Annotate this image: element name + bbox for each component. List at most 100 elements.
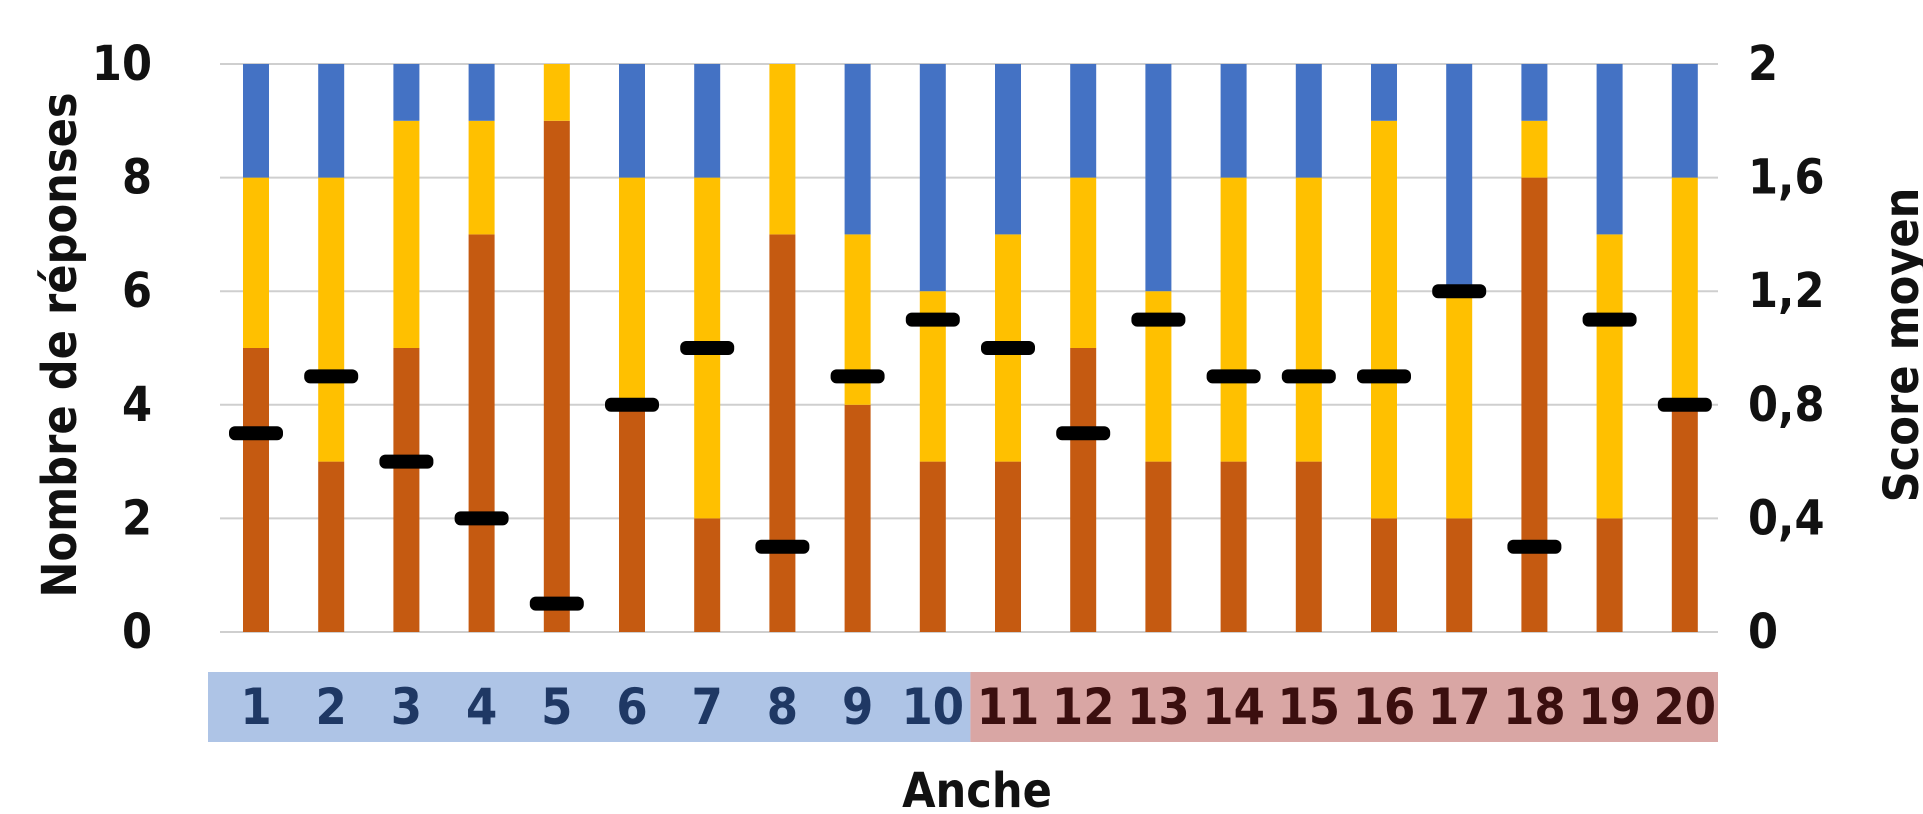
y2-tick-label: 2 (1748, 36, 1778, 92)
y-tick-label: 10 (92, 36, 152, 92)
bar-segment (919, 461, 946, 632)
score-marker (1281, 369, 1336, 384)
bar-segment (468, 234, 495, 632)
bar-segment (1446, 518, 1473, 632)
bar-segment (769, 64, 796, 235)
category-band: 1 2 3 4 5 6 7 8 9 10 11 12 13 14 15 16 17 18 19 20 (208, 672, 1718, 742)
bar-segment (393, 348, 420, 632)
bar-segment (694, 518, 721, 632)
bar-segment (1295, 177, 1322, 462)
bar-segment (543, 120, 570, 633)
bar-segment (318, 64, 345, 178)
bar-segment (1295, 461, 1322, 632)
bar-segment (318, 177, 345, 462)
category-label: 1 (240, 678, 271, 736)
score-marker (1357, 369, 1411, 384)
bar-segment (1521, 177, 1548, 632)
bar-segment (1220, 461, 1247, 632)
bar-segment (1295, 64, 1322, 178)
bar-segment (1596, 234, 1623, 519)
bar-segment (1596, 64, 1623, 235)
y-tick-label: 6 (122, 263, 152, 319)
category-group-band (208, 672, 971, 742)
bar-segment (619, 404, 645, 632)
category-label: 15 (1277, 678, 1340, 736)
score-marker (454, 511, 509, 526)
bar-segment (619, 177, 645, 405)
bar-segment (1070, 177, 1097, 348)
category-label: 11 (977, 678, 1040, 736)
bar-segment (1070, 348, 1097, 632)
score-marker (1206, 369, 1261, 384)
category-label: 16 (1353, 678, 1416, 736)
bar-segment (468, 120, 495, 235)
bar-segment (393, 120, 420, 348)
category-label: 5 (541, 678, 572, 736)
y-tick-label: 4 (122, 377, 152, 433)
score-marker (1507, 539, 1562, 554)
bar-segment (1671, 177, 1698, 405)
y2-tick-label: 0 (1748, 604, 1778, 660)
bar-segment (318, 461, 345, 632)
category-label: 13 (1127, 678, 1190, 736)
y2-axis-ticks: 0 0,4 0,8 1,2 1,6 2 (1748, 36, 1825, 660)
category-group-band (970, 672, 1718, 742)
category-label: 17 (1428, 678, 1491, 736)
score-marker (529, 596, 584, 611)
bar-segment (243, 177, 269, 348)
y2-tick-label: 0,8 (1748, 377, 1825, 433)
bar-segment (844, 404, 871, 632)
y-tick-label: 2 (122, 490, 152, 546)
score-marker (905, 312, 960, 327)
score-marker (755, 539, 810, 554)
bar-segment (1446, 291, 1473, 519)
bar-segment (1145, 64, 1172, 292)
score-marker (605, 397, 659, 412)
bar-segment (1220, 177, 1247, 462)
score-marker (1432, 284, 1487, 299)
score-marker (1131, 312, 1186, 327)
bar-segment (919, 64, 946, 292)
score-marker (1582, 312, 1637, 327)
bar-segment (694, 64, 721, 178)
score-marker (830, 369, 885, 384)
bar-segment (543, 64, 570, 121)
bar-segment (1371, 64, 1397, 121)
bar-segment (1446, 64, 1473, 292)
score-marker (981, 341, 1035, 355)
bar-segment (243, 348, 269, 632)
category-label: 9 (842, 678, 873, 736)
bar-segment (844, 64, 871, 235)
category-label: 14 (1202, 678, 1265, 736)
bar-segment (995, 461, 1021, 632)
bar-series (243, 64, 1698, 633)
bar-segment (243, 64, 269, 178)
category-label: 8 (767, 678, 798, 736)
y-tick-label: 8 (122, 150, 152, 206)
category-label: 7 (692, 678, 723, 736)
score-marker (304, 369, 359, 384)
bar-segment (1220, 64, 1247, 178)
y2-tick-label: 1,2 (1748, 263, 1825, 319)
bar-segment (1371, 120, 1397, 519)
gridlines (220, 63, 1718, 633)
bar-segment (769, 234, 796, 632)
bar-segment (619, 64, 645, 178)
y-axis-ticks: 0 2 4 6 8 10 (92, 36, 152, 660)
category-label: 6 (616, 678, 647, 736)
bar-segment (1070, 64, 1097, 178)
bar-segment (393, 64, 420, 121)
x-axis-title: Anche (902, 763, 1052, 814)
category-label: 19 (1578, 678, 1641, 736)
score-marker (680, 341, 735, 355)
score-marker (1657, 397, 1712, 412)
y2-tick-label: 0,4 (1748, 490, 1825, 546)
bar-segment (1145, 461, 1172, 632)
bar-segment (1596, 518, 1623, 632)
category-label: 18 (1503, 678, 1566, 736)
y-axis-title: Nombre de réponses (32, 92, 88, 597)
category-label: 3 (391, 678, 422, 736)
category-label: 12 (1052, 678, 1115, 736)
y-tick-label: 0 (122, 604, 152, 660)
